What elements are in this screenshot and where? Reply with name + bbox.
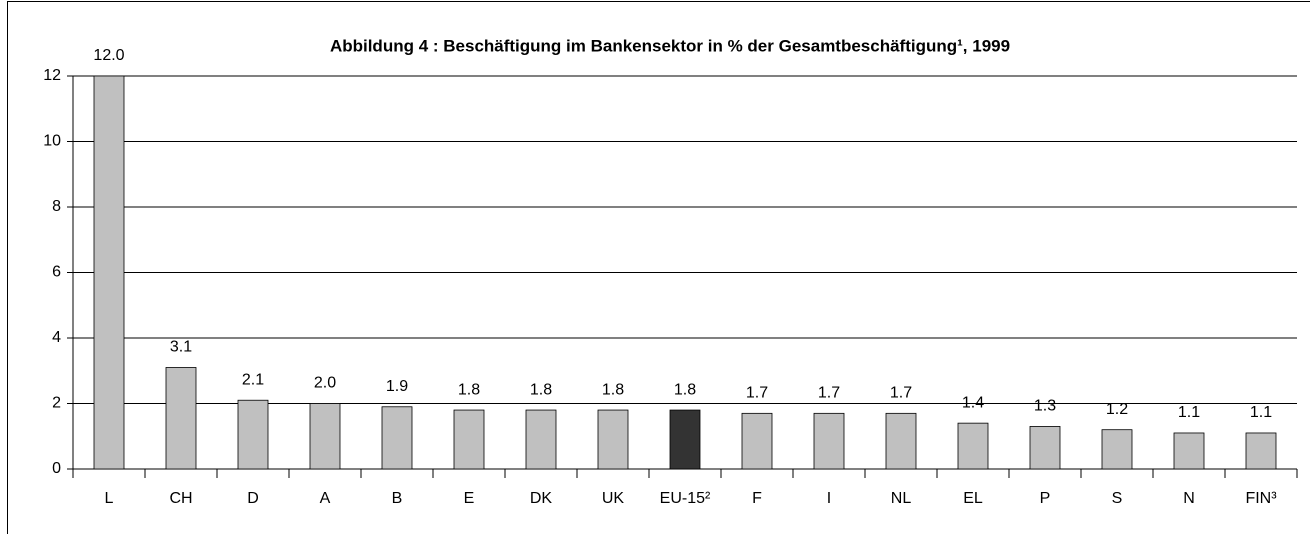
value-label: 1.8 (674, 381, 696, 398)
value-label: 1.8 (530, 381, 552, 398)
x-tick-label: A (320, 490, 331, 507)
value-label: 1.4 (962, 394, 984, 411)
bar (957, 422, 989, 470)
bar (1173, 432, 1205, 470)
value-label: 1.8 (458, 381, 480, 398)
x-tick-label: NL (891, 490, 912, 507)
y-tick-label: 4 (52, 329, 61, 346)
bar (381, 406, 413, 470)
chart-title: Abbildung 4 : Beschäftigung im Bankensek… (330, 36, 1010, 55)
x-tick-label: B (392, 490, 403, 507)
value-label: 3.1 (170, 339, 192, 356)
x-tick-label: I (827, 490, 831, 507)
x-tick-label: EU-15² (660, 490, 711, 507)
bar (1101, 429, 1133, 470)
value-label: 2.1 (242, 371, 264, 388)
x-tick-label: FIN³ (1245, 490, 1277, 507)
x-tick-label: CH (169, 490, 192, 507)
x-tick-label: UK (602, 490, 625, 507)
value-label: 1.2 (1106, 401, 1128, 418)
value-label: 1.7 (890, 385, 912, 402)
bar (309, 403, 341, 470)
value-label: 1.3 (1034, 398, 1056, 415)
value-label: 1.7 (746, 385, 768, 402)
bar (669, 409, 701, 470)
y-tick-label: 12 (43, 67, 61, 84)
bar (93, 75, 125, 470)
x-tick-label: F (752, 490, 762, 507)
bar (525, 409, 557, 470)
y-tick-label: 0 (52, 460, 61, 477)
bar (885, 412, 917, 470)
x-tick-label: D (247, 490, 259, 507)
value-label: 1.1 (1250, 404, 1272, 421)
bar (597, 409, 629, 470)
bar (1029, 426, 1061, 470)
x-tick-label: DK (530, 490, 553, 507)
y-tick-label: 6 (52, 264, 61, 281)
bar (1245, 432, 1277, 470)
value-label: 1.7 (818, 385, 840, 402)
y-tick-label: 8 (52, 198, 61, 215)
bar (237, 399, 269, 470)
bar (741, 412, 773, 470)
x-tick-label: S (1112, 490, 1123, 507)
x-tick-label: N (1183, 490, 1195, 507)
value-label: 1.9 (386, 378, 408, 395)
bar (453, 409, 485, 470)
bar (165, 367, 197, 470)
y-tick-label: 10 (43, 133, 61, 150)
y-tick-label: 2 (52, 395, 61, 412)
x-tick-label: P (1040, 490, 1051, 507)
value-label: 2.0 (314, 375, 336, 392)
x-tick-label: E (464, 490, 475, 507)
value-label: 12.0 (93, 47, 124, 64)
x-tick-label: EL (963, 490, 983, 507)
value-label: 1.8 (602, 381, 624, 398)
bar (813, 412, 845, 470)
value-label: 1.1 (1178, 404, 1200, 421)
chart-frame (7, 1, 1310, 534)
x-tick-label: L (105, 490, 114, 507)
